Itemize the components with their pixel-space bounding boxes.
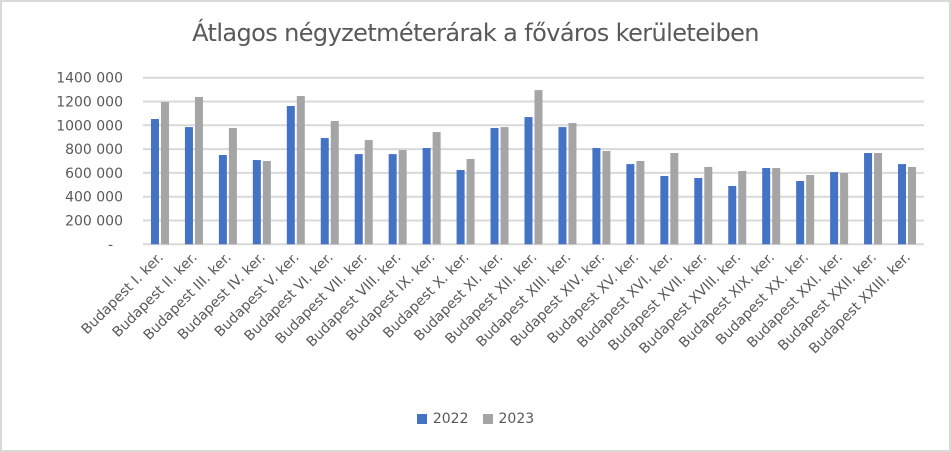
bar-2023 xyxy=(908,166,917,245)
bar-2022 xyxy=(830,172,839,245)
bar-2022 xyxy=(422,148,431,245)
bar-2022 xyxy=(150,118,159,245)
bar-2023 xyxy=(738,170,747,245)
bar-2023 xyxy=(534,90,543,245)
bar-2022 xyxy=(320,138,329,245)
bar-2023 xyxy=(398,150,407,245)
legend: 2022 2023 xyxy=(0,411,951,427)
bar-2023 xyxy=(840,173,849,245)
legend-item-2023: 2023 xyxy=(482,411,535,427)
bar-2022 xyxy=(252,160,261,245)
bar-2022 xyxy=(626,164,635,245)
bar-2022 xyxy=(524,117,533,245)
bar-2023 xyxy=(806,175,815,245)
bar-2022 xyxy=(898,164,907,245)
legend-swatch-2023-icon xyxy=(482,414,493,424)
gridlines xyxy=(143,76,924,246)
bar-2022 xyxy=(694,178,703,245)
x-axis-tick-labels: Budapest I. ker.Budapest II. ker.Budapes… xyxy=(79,250,914,358)
bar-2023 xyxy=(432,132,441,245)
bar-2023 xyxy=(704,166,713,245)
bar-2023 xyxy=(568,123,577,245)
bar-2022 xyxy=(558,127,567,245)
bar-2023 xyxy=(160,101,169,245)
y-tick-label: 1400 000 xyxy=(56,71,123,87)
bar-2023 xyxy=(670,153,679,245)
y-tick-label: 400 000 xyxy=(65,190,123,206)
bar-2023 xyxy=(364,140,373,245)
y-tick-label: 600 000 xyxy=(65,166,123,182)
bar-2022 xyxy=(218,155,227,245)
legend-item-2022: 2022 xyxy=(416,411,469,427)
y-tick-label: 200 000 xyxy=(65,214,123,230)
bar-2023 xyxy=(636,161,645,245)
bar-2023 xyxy=(262,161,271,245)
legend-label: 2023 xyxy=(498,411,535,427)
chart-title: Átlagos négyzetméterárak a főváros kerül… xyxy=(192,19,759,47)
bar-2022 xyxy=(796,180,805,245)
legend-swatch-2022-icon xyxy=(416,414,427,424)
bar-2023 xyxy=(194,96,203,245)
y-tick-label: 800 000 xyxy=(65,142,123,158)
bar-2022 xyxy=(286,106,295,245)
y-tick-label: 1200 000 xyxy=(56,95,123,111)
bar-2023 xyxy=(466,158,475,245)
y-tick-label: 1000 000 xyxy=(56,118,123,134)
y-tick-label: - xyxy=(108,237,113,253)
bar-2022 xyxy=(456,170,465,245)
bar-2023 xyxy=(228,128,237,245)
bar-2022 xyxy=(354,154,363,245)
bar-2023 xyxy=(330,121,339,245)
y-axis-tick-labels: - 200 000 400 000 600 000 800 000 1000 000 120… xyxy=(56,71,123,254)
bar-2023 xyxy=(500,127,509,245)
bar-2022 xyxy=(592,148,601,245)
bar-2023 xyxy=(874,153,883,245)
bar-2022 xyxy=(762,168,771,245)
bar-2022 xyxy=(490,128,499,245)
legend-label: 2022 xyxy=(432,411,469,427)
bar-2022 xyxy=(184,127,193,245)
bar-2022 xyxy=(660,175,669,245)
bar-2022 xyxy=(728,185,737,245)
bar-2022 xyxy=(388,154,397,245)
bar-2022 xyxy=(864,153,873,245)
bar-2023 xyxy=(296,96,305,245)
bar-2023 xyxy=(772,168,781,245)
bar-2023 xyxy=(602,151,611,245)
bars xyxy=(150,90,917,245)
